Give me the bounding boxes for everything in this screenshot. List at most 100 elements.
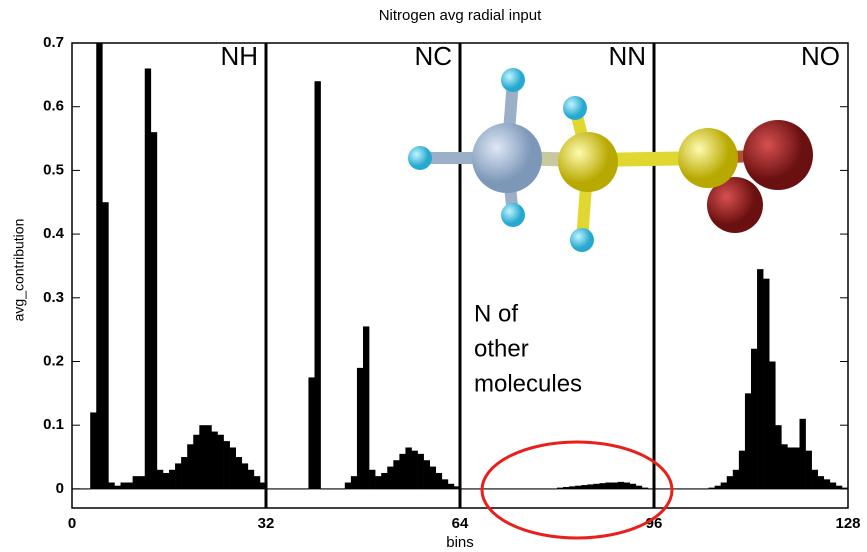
bar xyxy=(248,470,254,489)
bar xyxy=(345,483,351,489)
bar xyxy=(145,68,151,488)
bar xyxy=(351,476,357,489)
bar xyxy=(581,485,587,489)
bar xyxy=(230,447,236,488)
bar xyxy=(218,435,224,489)
annotation: molecules xyxy=(474,370,582,397)
bar xyxy=(781,444,787,489)
bar xyxy=(96,43,102,489)
x-tick-label: 32 xyxy=(258,515,275,532)
bar xyxy=(357,368,363,489)
section-label: NN xyxy=(608,41,646,71)
highlight-ellipse xyxy=(482,442,672,538)
bar xyxy=(800,419,806,489)
bar xyxy=(254,476,260,489)
bar xyxy=(424,460,430,489)
bar xyxy=(139,476,145,489)
bar xyxy=(733,470,739,489)
x-tick-label: 0 xyxy=(68,515,76,532)
y-tick-label: 0.4 xyxy=(43,225,65,242)
section-label: NC xyxy=(414,41,452,71)
y-tick-label: 0.3 xyxy=(43,289,64,306)
y-tick-label: 0.6 xyxy=(43,98,64,115)
bar xyxy=(108,483,114,489)
y-tick-label: 0.7 xyxy=(43,34,64,51)
bar xyxy=(151,132,157,489)
bar xyxy=(369,470,375,489)
bar xyxy=(599,483,605,489)
y-tick-label: 0 xyxy=(56,480,64,497)
bar xyxy=(175,463,181,488)
x-tick-label: 128 xyxy=(835,515,860,532)
bar xyxy=(157,470,163,489)
bar xyxy=(739,451,745,489)
bar xyxy=(236,457,242,489)
bar xyxy=(751,349,757,489)
bar xyxy=(387,467,393,489)
bar xyxy=(763,279,769,489)
bar xyxy=(721,483,727,489)
bar xyxy=(163,473,169,489)
molecule xyxy=(408,68,813,252)
bar xyxy=(436,473,442,489)
bar xyxy=(399,454,405,489)
annotation: N of xyxy=(474,300,518,327)
bar xyxy=(587,484,593,488)
bar xyxy=(133,476,139,489)
bar xyxy=(448,484,454,489)
bar xyxy=(242,463,248,488)
bar xyxy=(199,425,205,489)
chart: Nitrogen avg radial input bins avg_contr… xyxy=(0,0,867,552)
y-tick-label: 0.2 xyxy=(43,352,64,369)
y-axis-label: avg_contribution xyxy=(11,219,27,322)
bar xyxy=(618,482,624,489)
bar xyxy=(205,425,211,489)
section-label: NO xyxy=(801,41,840,71)
chart-title: Nitrogen avg radial input xyxy=(379,7,542,24)
bar xyxy=(90,412,96,488)
annotation: other xyxy=(474,335,529,362)
bar xyxy=(630,484,636,489)
bar xyxy=(745,393,751,489)
bar xyxy=(393,460,399,489)
bar xyxy=(806,451,812,489)
y-tick-label: 0.5 xyxy=(43,161,64,178)
bar xyxy=(793,447,799,488)
bar xyxy=(606,483,612,489)
bar xyxy=(187,444,193,489)
y-tick-label: 0.1 xyxy=(43,416,64,433)
bar xyxy=(830,483,836,489)
bar xyxy=(181,457,187,489)
bar xyxy=(405,447,411,488)
bar xyxy=(381,473,387,489)
bar xyxy=(430,467,436,489)
bar xyxy=(757,269,763,489)
bar xyxy=(308,377,314,488)
bar xyxy=(363,326,369,488)
bar xyxy=(442,479,448,489)
bar xyxy=(375,476,381,489)
bar xyxy=(127,483,133,489)
bar xyxy=(824,479,830,489)
bar xyxy=(315,81,321,489)
bar xyxy=(769,361,775,488)
bar xyxy=(787,447,793,488)
bar xyxy=(193,435,199,489)
bar xyxy=(418,454,424,489)
bar xyxy=(169,470,175,489)
bar xyxy=(593,484,599,489)
x-tick-label: 64 xyxy=(452,515,469,532)
bar xyxy=(612,483,618,489)
bar xyxy=(211,432,217,489)
bar xyxy=(624,483,630,489)
bar xyxy=(102,202,108,489)
bar xyxy=(812,470,818,489)
bar xyxy=(775,425,781,489)
bar xyxy=(121,483,127,489)
x-axis-label: bins xyxy=(446,534,474,551)
bar xyxy=(727,476,733,489)
bar xyxy=(818,476,824,489)
bar xyxy=(412,451,418,489)
section-label: NH xyxy=(220,41,258,71)
